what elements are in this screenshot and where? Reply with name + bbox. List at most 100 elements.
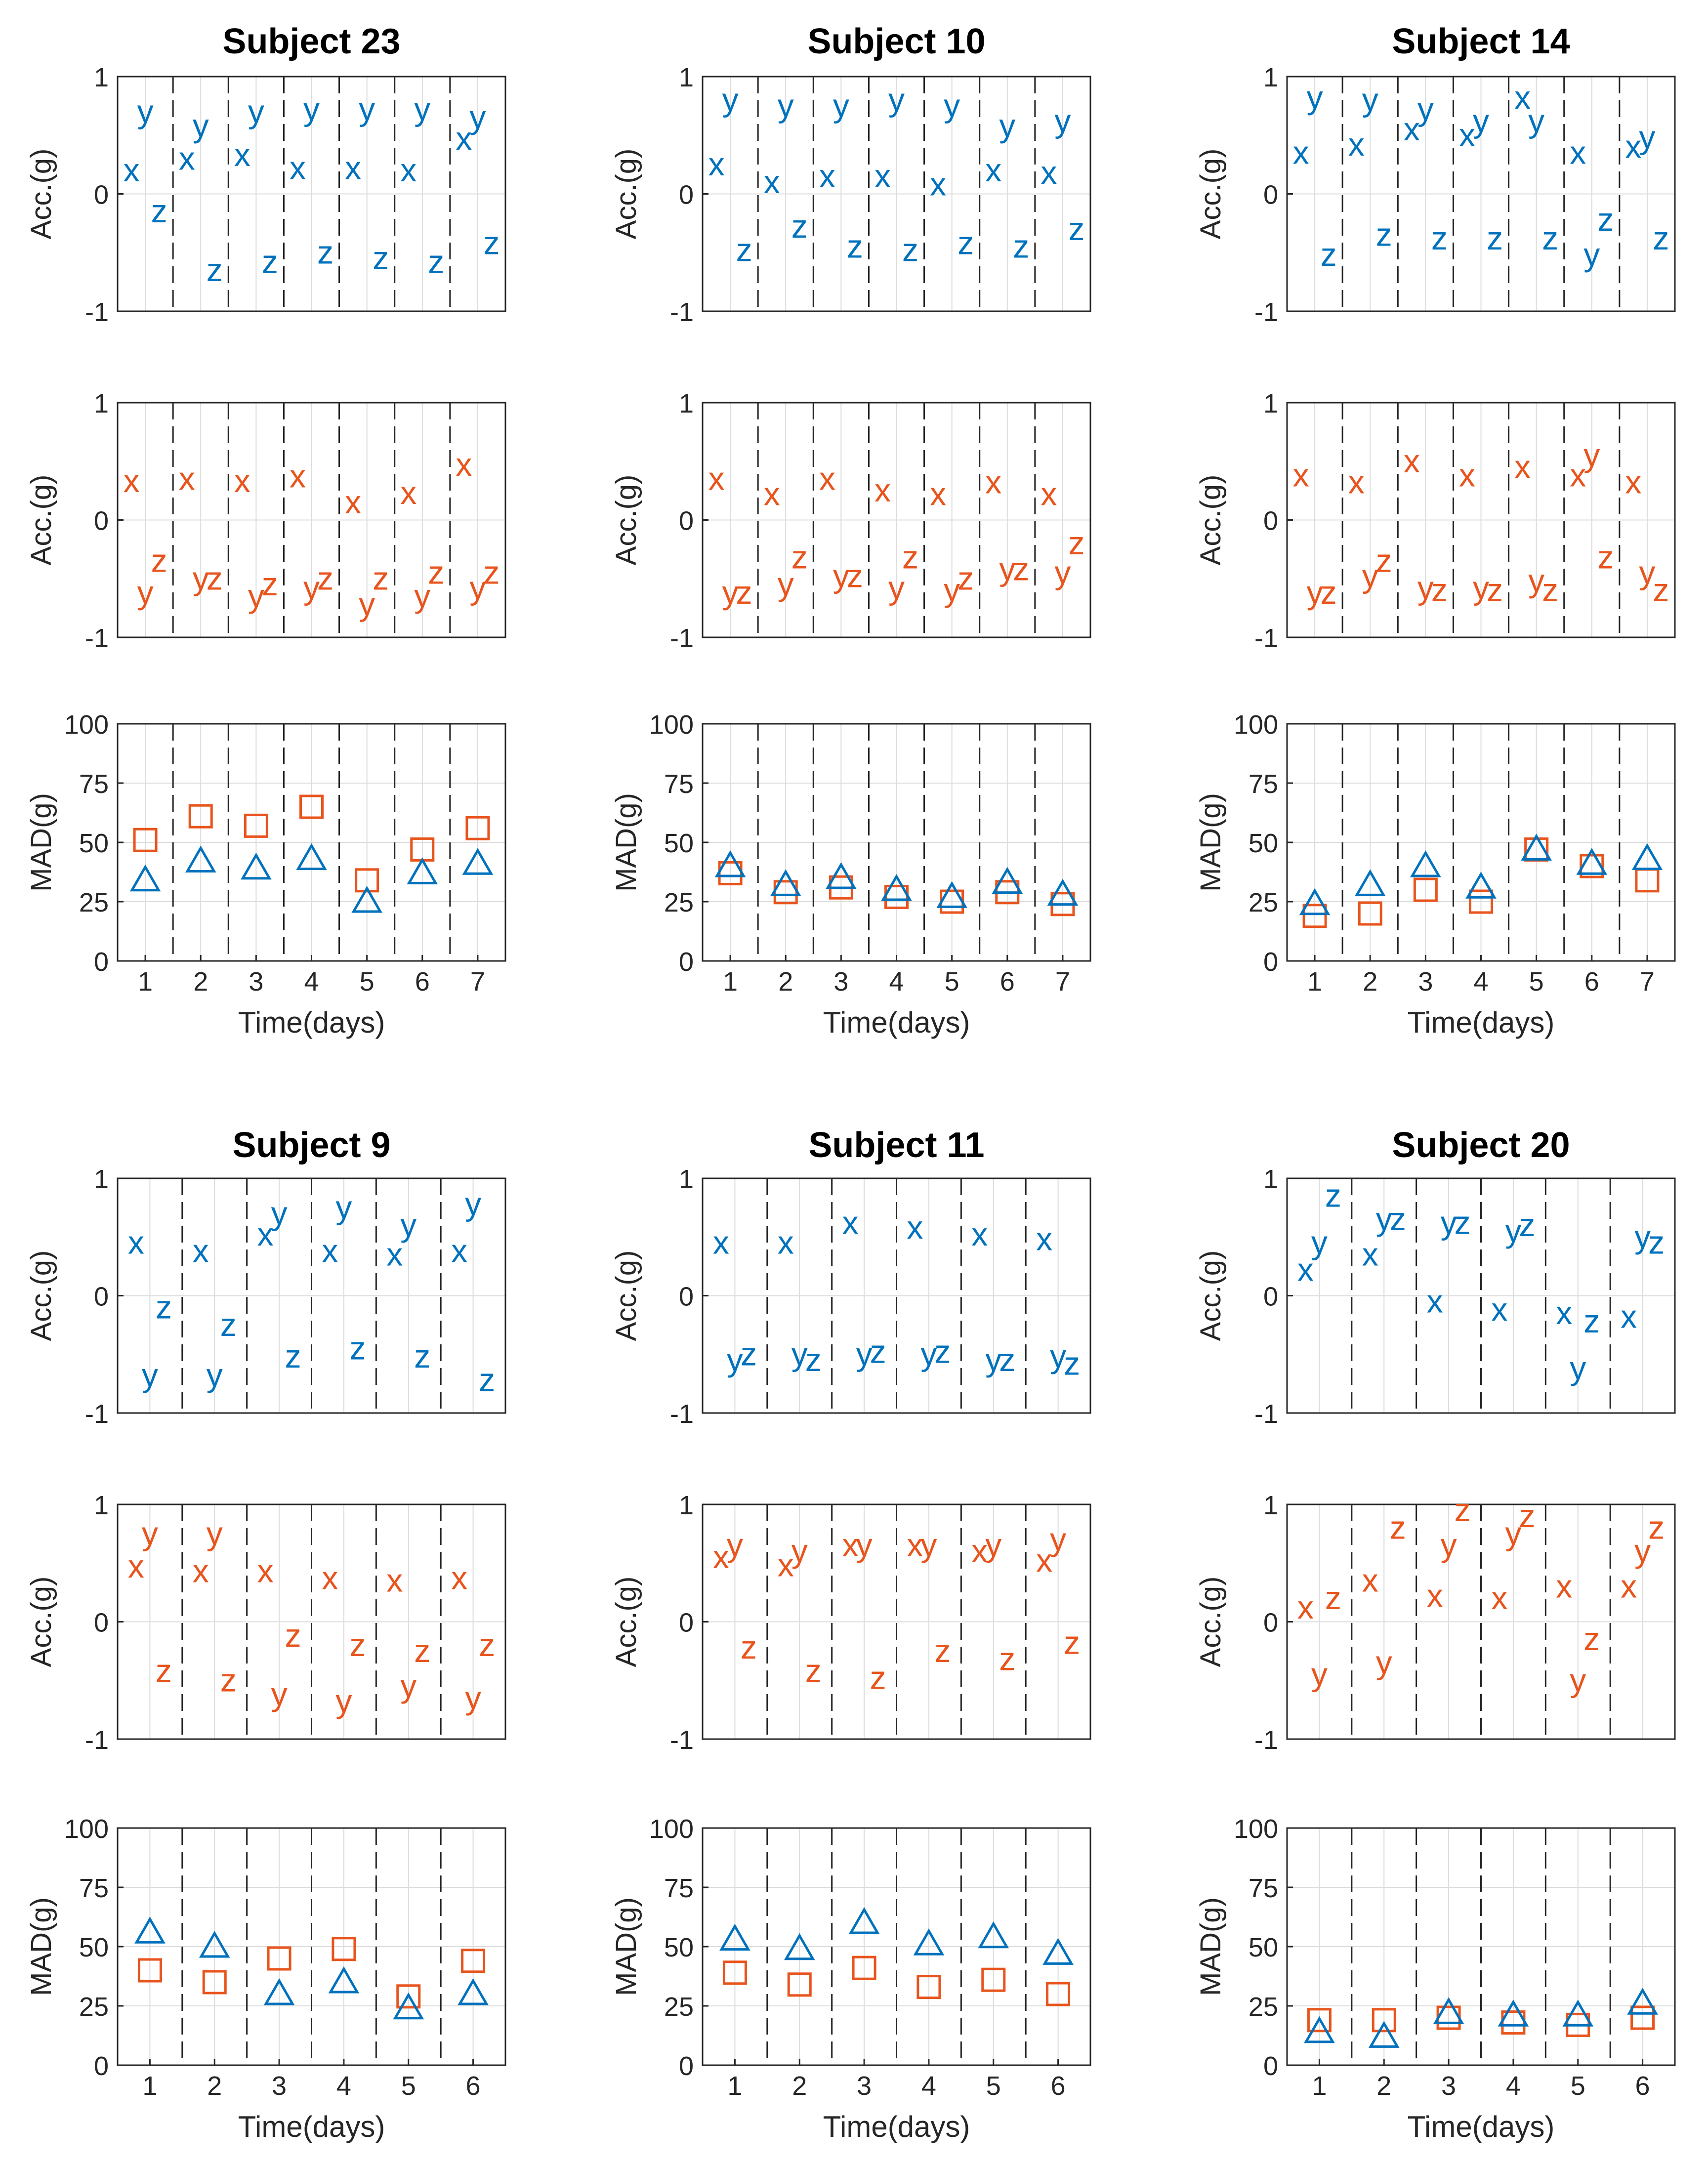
mad-orange-square-marker xyxy=(787,1972,812,1997)
x-tick-label: 5 xyxy=(360,967,375,997)
x-tick-label: 1 xyxy=(142,2071,157,2101)
axis-x-marker: x xyxy=(1297,1589,1314,1625)
mad-orange-square-marker xyxy=(355,868,379,893)
axis-y-marker: y xyxy=(833,558,849,594)
axis-y-marker: y xyxy=(1528,102,1544,139)
y-axis-label: MAD(g) xyxy=(25,1897,57,1996)
mad-orange-square-marker xyxy=(1358,901,1382,926)
x-tick-label: 4 xyxy=(1473,967,1488,997)
axis-z-marker: z xyxy=(805,1652,822,1689)
axis-z-marker: z xyxy=(1068,525,1084,561)
mad-blue-triangle-marker xyxy=(241,852,272,880)
y-tick-label: 0 xyxy=(94,506,109,536)
y-axis-label: Acc.(g) xyxy=(25,1250,57,1341)
mad-blue-triangle-marker xyxy=(1047,878,1079,906)
axis-z-marker: z xyxy=(999,1341,1015,1378)
x-tick-label: 3 xyxy=(249,967,263,997)
axis-x-marker: x xyxy=(234,136,250,173)
axis-z-marker: z xyxy=(220,1306,237,1343)
axis-z-marker: z xyxy=(1542,220,1558,256)
y-tick-label: 1 xyxy=(679,1491,694,1520)
axis-x-marker: x xyxy=(1297,1251,1314,1288)
axis-z-marker: z xyxy=(1583,1303,1600,1339)
y-axis-label: Acc.(g) xyxy=(610,1577,642,1667)
axis-z-marker: z xyxy=(317,560,333,596)
x-tick-label: 1 xyxy=(1312,2071,1327,2101)
axis-z-marker: z xyxy=(999,1641,1015,1677)
axis-x-marker: x xyxy=(290,149,306,186)
x-axis-label: Time(days) xyxy=(238,1006,385,1039)
axis-y-marker: y xyxy=(1050,1521,1066,1557)
y-axis-label: Acc.(g) xyxy=(25,1577,57,1667)
mad-blue-triangle-marker xyxy=(913,1928,945,1956)
axis-x-marker: x xyxy=(1036,1542,1052,1579)
axis-x-marker: x xyxy=(322,1232,338,1269)
y-tick-label: 75 xyxy=(1249,1873,1278,1903)
mad-blue-triangle-marker xyxy=(1299,888,1331,916)
mad-panel: 0 25 50 75 100 MAD(g) 1 2 3 4 5 6 Time(days) xyxy=(1195,1814,1676,2143)
x-tick-label: 6 xyxy=(1635,2071,1650,2101)
axis-y-marker: y xyxy=(1441,1527,1457,1563)
mad-blue-triangle-marker xyxy=(1354,869,1386,896)
axis-y-marker: y xyxy=(465,1679,481,1716)
x-tick-label: 5 xyxy=(986,2071,1001,2101)
y-tick-label: 1 xyxy=(94,1165,109,1194)
mad-orange-square-marker xyxy=(202,1970,227,1995)
mad-orange-square-marker xyxy=(188,804,213,829)
axis-y-marker: y xyxy=(1505,1212,1521,1249)
y-tick-label: 0 xyxy=(94,180,109,210)
axis-z-marker: z xyxy=(1064,1624,1080,1661)
axis-x-marker: x xyxy=(400,474,417,511)
axis-z-marker: z xyxy=(428,554,444,590)
axis-x-marker: x xyxy=(1491,1580,1507,1616)
axis-z-marker: z xyxy=(1597,201,1614,238)
axis-z-marker: z xyxy=(207,560,223,596)
axis-y-marker: y xyxy=(722,82,739,118)
x-tick-label: 2 xyxy=(193,967,208,997)
axis-x-marker: x xyxy=(1556,1294,1572,1331)
axis-z-marker: z xyxy=(373,560,389,596)
mad-orange-square-marker xyxy=(1580,854,1604,878)
y-axis-label: Acc.(g) xyxy=(610,149,642,240)
axis-z-marker: z xyxy=(156,1289,172,1325)
axis-x-marker: x xyxy=(875,472,891,508)
axis-x-marker: x xyxy=(1036,1221,1052,1257)
y-tick-label: -1 xyxy=(85,1725,109,1755)
x-axis-label: Time(days) xyxy=(238,2110,385,2143)
x-tick-label: 3 xyxy=(272,2071,287,2101)
axis-x-marker: x xyxy=(1570,457,1586,493)
y-axis-label: MAD(g) xyxy=(610,1897,642,1996)
x-tick-label: 6 xyxy=(1051,2071,1066,2101)
axis-z-marker: z xyxy=(349,1626,366,1663)
mad-orange-square-marker xyxy=(1307,2008,1332,2033)
axis-y-marker: y xyxy=(248,93,264,129)
x-tick-label: 3 xyxy=(1418,967,1433,997)
axis-x-marker: x xyxy=(257,1216,274,1252)
axis-x-marker: x xyxy=(128,1548,144,1584)
axis-y-marker: y xyxy=(985,1341,1001,1378)
axis-x-marker: x xyxy=(234,462,250,499)
y-tick-label: 0 xyxy=(94,1282,109,1312)
axis-x-marker: x xyxy=(322,1560,338,1596)
axis-x-marker: x xyxy=(193,1232,209,1269)
mad-panel: 0 25 50 75 100 MAD(g) 1 2 3 4 5 6 7 Time(days) xyxy=(25,710,506,1039)
axis-z-marker: z xyxy=(1325,1580,1341,1616)
y-tick-label: 50 xyxy=(1249,1933,1278,1962)
mad-orange-square-marker xyxy=(465,816,490,840)
axis-y-marker: y xyxy=(1505,1515,1521,1551)
mad-blue-triangle-marker xyxy=(992,867,1023,894)
axis-z-marker: z xyxy=(1390,1509,1406,1546)
mad-blue-triangle-marker xyxy=(719,1923,750,1951)
axis-y-marker: y xyxy=(1362,82,1378,118)
axis-z-marker: z xyxy=(479,1626,495,1663)
axis-y-marker: y xyxy=(722,574,739,611)
axis-x-marker: x xyxy=(386,1236,403,1272)
axis-x-marker: x xyxy=(386,1562,403,1598)
axis-x-marker: x xyxy=(1625,464,1641,500)
axis-y-marker: y xyxy=(414,578,430,614)
